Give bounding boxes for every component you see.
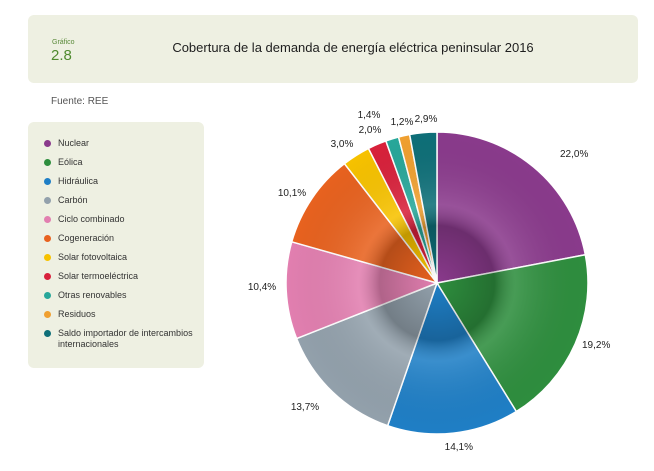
legend-label: Eólica: [58, 157, 83, 167]
slice-label: 1,4%: [358, 110, 381, 121]
legend: Nuclear Eólica Hidráulica Carbón Ciclo combi…: [28, 122, 204, 368]
legend-label: Carbón: [58, 195, 88, 205]
slice-label: 1,2%: [391, 117, 414, 128]
legend-swatch: [44, 311, 51, 318]
legend-label: Cogeneración: [58, 233, 115, 243]
legend-label: Residuos: [58, 309, 96, 319]
legend-item: Cogeneración: [44, 233, 204, 244]
slice-label: 2,0%: [359, 125, 382, 136]
legend-item: Ciclo combinado: [44, 214, 204, 225]
legend-label: Solar fotovoltaica: [58, 252, 128, 262]
figure-number: 2.8: [51, 47, 72, 64]
legend-swatch: [44, 178, 51, 185]
slice-label: 22,0%: [560, 149, 588, 160]
legend-item: Solar fotovoltaica: [44, 252, 204, 263]
slice-label: 3,0%: [331, 139, 354, 150]
legend-item: Carbón: [44, 195, 204, 206]
legend-item: Nuclear: [44, 138, 204, 149]
legend-swatch: [44, 159, 51, 166]
slice-label: 10,4%: [248, 282, 276, 293]
legend-swatch: [44, 292, 51, 299]
slice-label: 2,9%: [415, 114, 438, 125]
legend-label: Otras renovables: [58, 290, 127, 300]
legend-label: Hidráulica: [58, 176, 99, 186]
slice-label: 14,1%: [445, 442, 473, 453]
legend-swatch: [44, 140, 51, 147]
slice-label: 13,7%: [291, 402, 319, 413]
legend-swatch: [44, 273, 51, 280]
legend-swatch: [44, 330, 51, 337]
legend-label: Nuclear: [58, 138, 90, 148]
legend-item: Residuos: [44, 309, 204, 320]
legend-label: Ciclo combinado: [58, 214, 125, 224]
legend-swatch: [44, 197, 51, 204]
chart-header: Gráfico 2.8 Cobertura de la demanda de e…: [28, 15, 638, 83]
legend-item: Saldo importador de intercambios interna…: [44, 328, 198, 350]
legend-label: Saldo importador de intercambios interna…: [58, 328, 193, 349]
legend-item: Otras renovables: [44, 290, 204, 301]
slice-label: 19,2%: [582, 340, 610, 351]
source-note: Fuente: REE: [51, 96, 109, 107]
legend-item: Eólica: [44, 157, 204, 168]
slice-label: 10,1%: [278, 188, 306, 199]
legend-item: Hidráulica: [44, 176, 204, 187]
legend-item: Solar termoeléctrica: [44, 271, 204, 282]
legend-swatch: [44, 216, 51, 223]
legend-swatch: [44, 235, 51, 242]
legend-label: Solar termoeléctrica: [58, 271, 139, 281]
legend-swatch: [44, 254, 51, 261]
chart-title: Cobertura de la demanda de energía eléct…: [172, 40, 534, 55]
figure-label: Gráfico: [52, 39, 75, 46]
